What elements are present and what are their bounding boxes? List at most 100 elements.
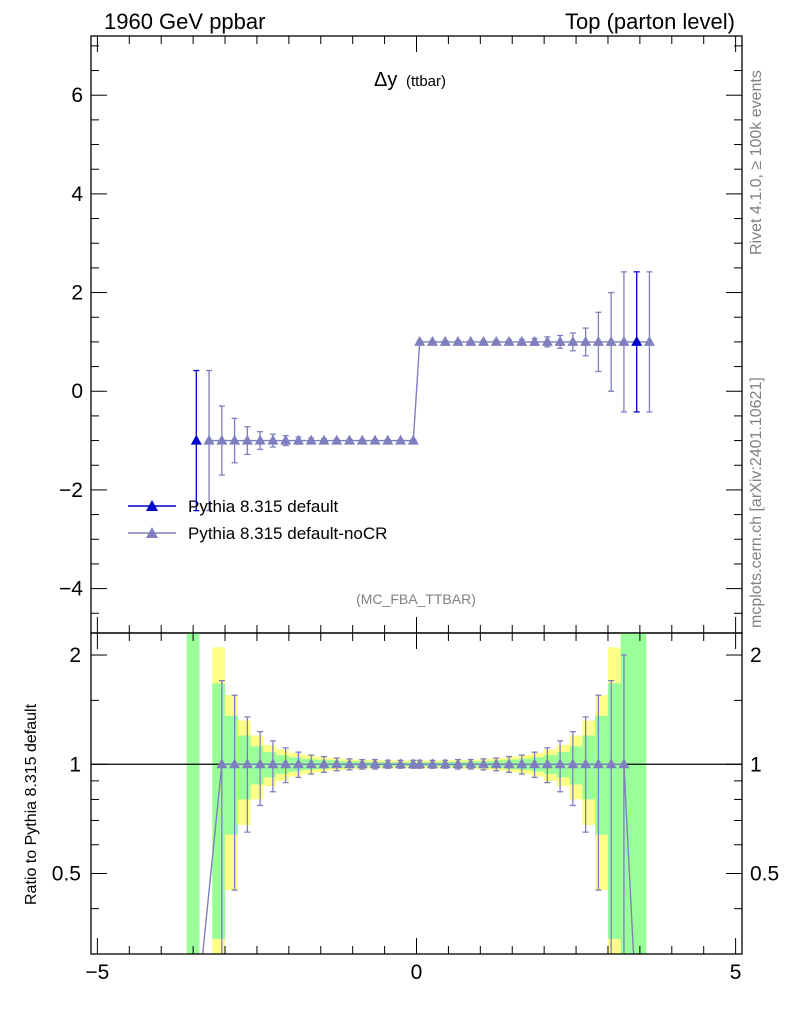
data-point: [267, 434, 279, 445]
main-title-sub: (ttbar): [406, 73, 446, 90]
ratio-data-point: [356, 758, 368, 769]
ratio-data-point: [254, 758, 266, 769]
ratio-data-point: [580, 758, 592, 769]
data-point: [529, 335, 541, 346]
data-point: [343, 434, 355, 445]
data-point: [305, 434, 317, 445]
header-right: Top (parton level): [565, 9, 735, 34]
data-point: [382, 434, 394, 445]
data-point: [356, 434, 368, 445]
ratio-ylabel: Ratio to Pythia 8.315 default: [23, 703, 40, 905]
main-ytick-label: −4: [59, 578, 83, 601]
ratio-data-point: [414, 758, 426, 769]
band-inner: [633, 633, 647, 954]
ratio-data-point: [452, 758, 464, 769]
ratio-series-line: [201, 763, 635, 955]
ratio-data-point: [465, 758, 477, 769]
ratio-data-point: [267, 758, 279, 769]
data-point: [503, 335, 515, 346]
ratio-data-point: [541, 758, 553, 769]
data-point: [426, 335, 438, 346]
data-point: [465, 335, 477, 346]
header-left: 1960 GeV ppbar: [104, 9, 265, 34]
data-point: [369, 434, 381, 445]
data-point: [395, 434, 407, 445]
legend-marker-default: [146, 500, 158, 511]
data-point: [203, 434, 215, 445]
data-point: [452, 335, 464, 346]
ratio-data-point: [382, 758, 394, 769]
mcplots-label: mcplots.cern.ch [arXiv:2401.10621]: [748, 377, 765, 628]
ratio-xtick-label: 5: [730, 961, 742, 984]
analysis-label: (MC_FBA_TTBAR): [356, 591, 476, 607]
ratio-ytick-label-left: 0.5: [52, 862, 81, 885]
legend-label-nocr: Pythia 8.315 default-noCR: [188, 524, 387, 543]
data-point: [280, 434, 292, 445]
data-point: [216, 434, 228, 445]
ratio-xtick-label: −5: [85, 961, 109, 984]
band-inner: [212, 683, 226, 939]
ratio-data-point: [439, 758, 451, 769]
ratio-data-point: [395, 758, 407, 769]
ratio-data-point: [516, 758, 528, 769]
data-point: [318, 434, 330, 445]
main-ytick-label: 2: [71, 282, 83, 305]
ratio-ytick-label-right: 1: [750, 753, 762, 776]
ratio-data-point: [292, 758, 304, 769]
ratio-ytick-label-right: 0.5: [750, 862, 779, 885]
ratio-data-point: [369, 758, 381, 769]
band-inner: [595, 715, 608, 835]
ratio-panel: 0.5 0.5 1 1 2 2 −5 0 5 Ratio to Pythia 8.315 def…: [23, 632, 779, 984]
main-frame: [90, 35, 743, 634]
data-point: [567, 335, 579, 346]
ratio-ytick-label-left: 2: [69, 644, 81, 667]
data-point: [592, 335, 604, 346]
ratio-data-point: [605, 758, 617, 769]
data-point: [478, 335, 490, 346]
data-point: [643, 335, 655, 346]
band-inner: [225, 715, 238, 835]
data-point: [331, 434, 343, 445]
band-inner: [186, 633, 200, 954]
ratio-data-point: [567, 758, 579, 769]
data-point: [292, 434, 304, 445]
data-point: [439, 335, 451, 346]
ratio-data-point: [503, 758, 515, 769]
ratio-data-point: [554, 758, 566, 769]
ratio-data-point: [478, 758, 490, 769]
main-panel: Δy (ttbar) (MC_FBA_TTBAR) −4 −2 0 2 4 6 Pythi…: [59, 35, 743, 634]
data-point: [407, 434, 419, 445]
data-point: [229, 434, 241, 445]
ratio-ytick-label-right: 2: [750, 644, 762, 667]
ratio-data-point: [318, 758, 330, 769]
ratio-xtick-label: 0: [411, 961, 423, 984]
series-line-Pythia-8.315-default-noCR: [209, 341, 650, 442]
data-point: [190, 434, 202, 445]
main-ytick-label: 6: [71, 84, 83, 107]
main-ytick-label: 0: [71, 380, 83, 403]
ratio-data-point: [229, 758, 241, 769]
ratio-data-point: [280, 758, 292, 769]
data-point: [241, 434, 253, 445]
data-point: [580, 335, 592, 346]
ratio-data-point: [241, 758, 253, 769]
ratio-ytick-label-left: 1: [69, 753, 81, 776]
data-point: [605, 335, 617, 346]
main-ytick-label: −2: [59, 479, 83, 502]
data-point: [414, 335, 426, 346]
ratio-data-point: [490, 758, 502, 769]
legend-marker-nocr: [146, 527, 158, 538]
main-ytick-label: 4: [71, 183, 83, 206]
data-point: [541, 335, 553, 346]
ratio-data-point: [343, 758, 355, 769]
ratio-data-point: [618, 758, 630, 769]
band-inner: [607, 683, 621, 939]
legend-label-default: Pythia 8.315 default: [188, 497, 339, 516]
legend: Pythia 8.315 default Pythia 8.315 defaul…: [128, 497, 387, 543]
ratio-data-point: [426, 758, 438, 769]
data-point: [254, 434, 266, 445]
data-point: [554, 335, 566, 346]
ratio-data-point: [305, 758, 317, 769]
data-point: [631, 335, 643, 346]
